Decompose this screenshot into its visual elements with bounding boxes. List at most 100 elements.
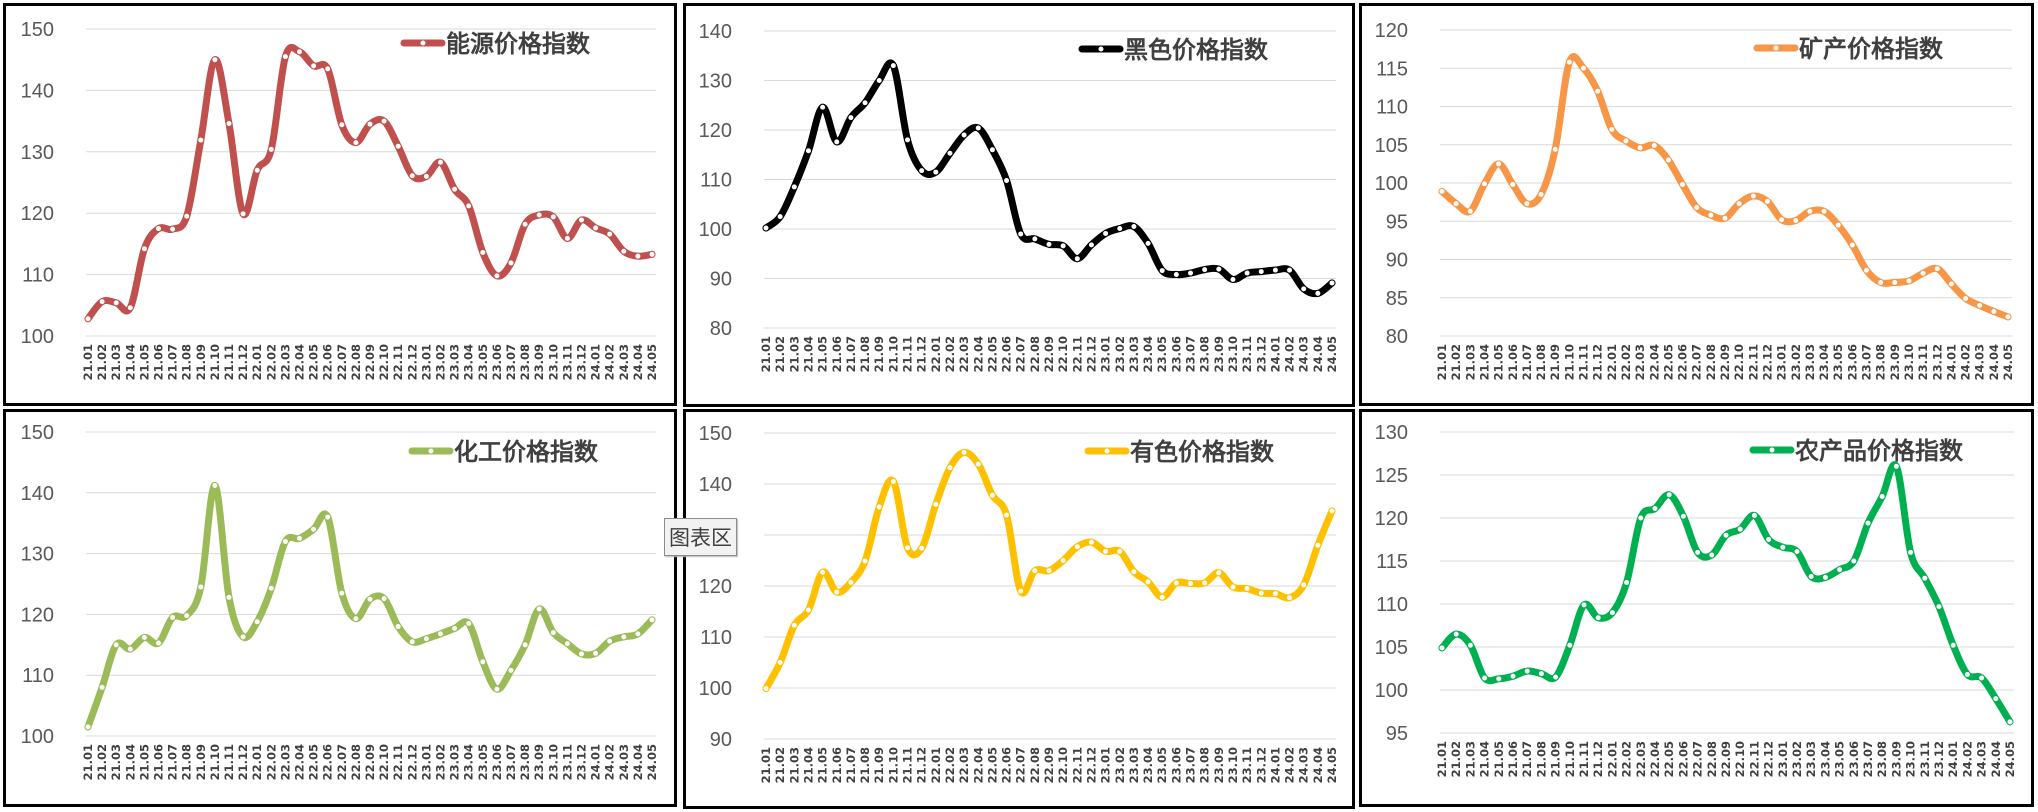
data-point-21-08[interactable] — [183, 212, 191, 220]
data-point-21-12[interactable] — [1594, 614, 1602, 622]
data-point-21-02[interactable] — [776, 659, 784, 666]
data-point-23-07[interactable] — [507, 259, 515, 267]
data-point-22-03[interactable] — [281, 53, 289, 61]
data-point-23-09[interactable] — [535, 211, 543, 219]
data-point-21-07[interactable] — [1523, 667, 1531, 675]
data-point-21-12[interactable] — [918, 544, 926, 552]
data-point-23-02[interactable] — [1116, 225, 1124, 233]
data-point-22-05[interactable] — [310, 525, 318, 533]
data-point-21-09[interactable] — [1551, 145, 1559, 153]
data-point-22-03[interactable] — [1636, 144, 1644, 152]
data-point-23-10[interactable] — [1905, 277, 1913, 285]
data-point-23-04[interactable] — [1820, 207, 1828, 215]
data-point-23-04[interactable] — [465, 620, 473, 628]
chemical-price-chart[interactable]: 100 110 120 130 140 150 21.01 21.02 21.03 21.04 21… — [3, 409, 677, 807]
data-point-22-02[interactable] — [946, 464, 954, 472]
data-point-22-05[interactable] — [1665, 491, 1673, 499]
data-point-22-06[interactable] — [1003, 176, 1011, 184]
data-point-24-01[interactable] — [1271, 266, 1279, 274]
data-point-21-10[interactable] — [1565, 58, 1573, 66]
data-point-22-08[interactable] — [1707, 211, 1715, 219]
data-point-21-01[interactable] — [762, 685, 770, 693]
data-point-22-01[interactable] — [253, 166, 261, 174]
data-point-23-10[interactable] — [1907, 548, 1915, 556]
data-point-24-03[interactable] — [1976, 301, 1984, 309]
data-point-23-03[interactable] — [1807, 572, 1815, 580]
data-point-23-01[interactable] — [1102, 229, 1110, 237]
data-point-23-03[interactable] — [1130, 223, 1138, 231]
data-point-22-04[interactable] — [1650, 142, 1658, 150]
data-point-21-03[interactable] — [112, 641, 120, 649]
data-point-21-04[interactable] — [1481, 674, 1489, 682]
data-point-24-03[interactable] — [1978, 674, 1986, 682]
data-point-21-08[interactable] — [1537, 190, 1545, 198]
data-point-24-03[interactable] — [1300, 581, 1308, 589]
data-point-21-05[interactable] — [1495, 160, 1503, 168]
data-point-21-10[interactable] — [889, 62, 897, 70]
data-point-23-01[interactable] — [1102, 547, 1110, 555]
data-point-23-07[interactable] — [1187, 269, 1194, 277]
data-point-21-06[interactable] — [1509, 672, 1517, 680]
data-point-21-12[interactable] — [918, 167, 926, 175]
data-point-21-11[interactable] — [904, 136, 911, 144]
data-point-24-03[interactable] — [1300, 285, 1308, 293]
data-point-24-02[interactable] — [1286, 594, 1294, 602]
data-point-22-06[interactable] — [1679, 181, 1687, 189]
data-point-21-10[interactable] — [889, 477, 897, 485]
data-point-24-04[interactable] — [634, 252, 642, 260]
data-point-21-06[interactable] — [833, 138, 841, 146]
data-point-22-06[interactable] — [1679, 512, 1687, 520]
data-point-21-08[interactable] — [861, 99, 869, 107]
data-point-24-05[interactable] — [2004, 313, 2012, 321]
data-point-21-12[interactable] — [1594, 87, 1602, 95]
data-point-23-10[interactable] — [549, 213, 557, 221]
data-point-22-05[interactable] — [988, 146, 996, 154]
data-point-23-03[interactable] — [1130, 568, 1138, 576]
data-point-22-04[interactable] — [974, 124, 982, 132]
data-point-21-08[interactable] — [1537, 670, 1545, 678]
data-point-24-01[interactable] — [1947, 280, 1955, 288]
data-point-24-04[interactable] — [1314, 289, 1322, 297]
data-point-22-01[interactable] — [1608, 125, 1616, 133]
data-point-23-07[interactable] — [1187, 579, 1194, 587]
data-point-21-08[interactable] — [183, 612, 191, 620]
data-point-21-06[interactable] — [833, 588, 841, 596]
data-point-23-06[interactable] — [1848, 241, 1856, 249]
data-point-21-06[interactable] — [155, 639, 162, 647]
data-point-22-02[interactable] — [946, 149, 954, 157]
data-point-23-03[interactable] — [1806, 207, 1814, 215]
data-point-22-01[interactable] — [1608, 609, 1616, 617]
data-point-22-07[interactable] — [1017, 587, 1025, 595]
data-point-22-09[interactable] — [366, 120, 374, 128]
data-point-23-05[interactable] — [1834, 221, 1842, 229]
data-point-21-02[interactable] — [1452, 200, 1460, 208]
data-point-22-10[interactable] — [380, 595, 388, 603]
data-point-22-10[interactable] — [1059, 557, 1067, 564]
data-point-22-01[interactable] — [932, 168, 940, 176]
data-point-23-08[interactable] — [1877, 278, 1885, 286]
data-point-24-05[interactable] — [648, 250, 656, 258]
data-point-23-11[interactable] — [1243, 585, 1251, 593]
data-point-23-02[interactable] — [1793, 548, 1801, 556]
data-point-21-05[interactable] — [819, 568, 827, 576]
data-point-22-08[interactable] — [1031, 235, 1039, 243]
data-point-21-02[interactable] — [776, 213, 784, 221]
data-point-22-09[interactable] — [1045, 567, 1053, 575]
data-point-24-04[interactable] — [634, 630, 642, 638]
data-point-24-02[interactable] — [1962, 295, 1970, 303]
agricultural-price-chart[interactable]: 95 100 105 110 115 120 125 130 21.01 21.02 21.03 21… — [1359, 409, 2034, 807]
data-point-22-02[interactable] — [267, 584, 275, 592]
data-point-23-04[interactable] — [465, 202, 473, 210]
data-point-23-02[interactable] — [437, 630, 444, 638]
data-point-23-01[interactable] — [1779, 543, 1787, 551]
data-point-23-05[interactable] — [1158, 593, 1166, 601]
data-point-23-11[interactable] — [1919, 269, 1927, 277]
data-point-21-05[interactable] — [140, 245, 148, 253]
data-point-23-12[interactable] — [1257, 268, 1265, 276]
data-point-21-12[interactable] — [239, 633, 247, 641]
series-line[interactable] — [1438, 53, 2012, 321]
data-point-21-01[interactable] — [84, 723, 92, 731]
data-point-23-12[interactable] — [578, 650, 585, 658]
mineral-price-chart[interactable]: 80 85 90 95 100 105 110 115 120 21.01 21.02 21.03 21… — [1359, 3, 2034, 406]
data-point-22-12[interactable] — [1765, 536, 1773, 543]
